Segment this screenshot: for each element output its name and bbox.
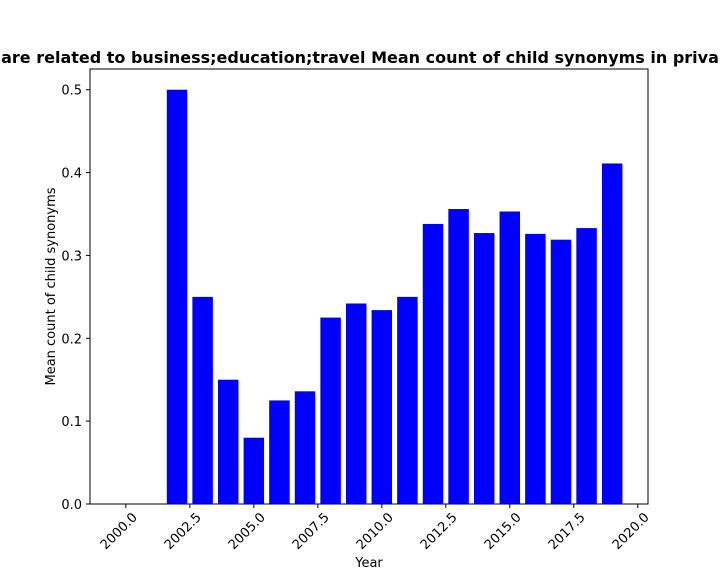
x-tick-label: 2012.5 xyxy=(418,510,461,553)
y-axis: 0.0 0.1 0.2 0.3 0.4 0.5 xyxy=(61,84,90,513)
y-tick-label: 0.0 xyxy=(61,498,82,513)
x-tick-label: 2010.0 xyxy=(354,510,397,553)
bar-2009 xyxy=(345,303,367,504)
bar-2004 xyxy=(217,379,239,504)
bar-2005 xyxy=(243,437,265,504)
bar-2016 xyxy=(525,233,546,504)
x-tick-label: 2017.5 xyxy=(546,510,589,553)
bar-2019 xyxy=(601,163,623,504)
bar-2013 xyxy=(448,209,469,504)
bar-2003 xyxy=(192,296,213,504)
x-tick-label: 2020.0 xyxy=(610,510,653,553)
chart-title: are related to business;education;travel… xyxy=(1,48,719,67)
bar-2018 xyxy=(576,228,597,505)
y-tick-label: 0.1 xyxy=(61,415,82,430)
y-tick-label: 0.2 xyxy=(61,332,82,347)
bars-group xyxy=(166,89,623,505)
bar-2014 xyxy=(473,233,495,505)
x-tick-label: 2007.5 xyxy=(290,510,333,553)
bar-2015 xyxy=(499,211,521,504)
bar-2017 xyxy=(550,239,572,504)
bar-2002 xyxy=(166,89,188,504)
y-tick-label: 0.5 xyxy=(61,84,82,99)
bar-2010 xyxy=(371,310,393,504)
bar-2007 xyxy=(294,391,316,504)
x-tick-label: 2002.5 xyxy=(162,510,205,553)
bar-2011 xyxy=(397,296,418,504)
y-tick-label: 0.4 xyxy=(61,167,82,182)
x-axis-label: Year xyxy=(354,556,383,571)
plot-frame xyxy=(89,68,649,505)
x-tick-label: 2000.0 xyxy=(98,510,141,553)
bar-2008 xyxy=(320,317,341,504)
x-tick-label: 2015.0 xyxy=(482,510,525,553)
y-tick-label: 0.3 xyxy=(61,249,82,264)
y-axis-label: Mean count of child synonyms xyxy=(44,187,59,385)
x-axis: 2000.0 2002.5 2005.0 2007.5 2010.0 2012.5 2015… xyxy=(98,504,653,553)
bar-2006 xyxy=(269,400,290,504)
x-tick-label: 2005.0 xyxy=(226,510,269,553)
bar-2012 xyxy=(422,223,444,504)
